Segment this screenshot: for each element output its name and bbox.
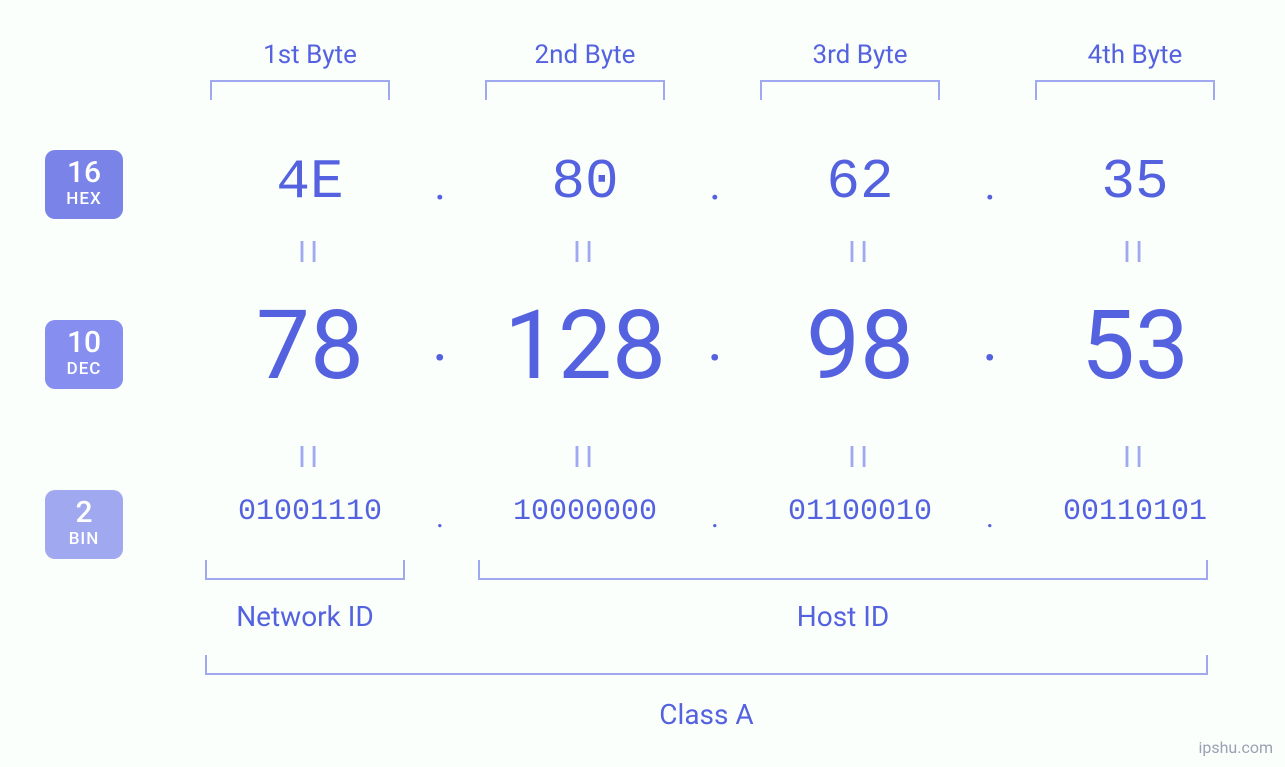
top-bracket-1	[210, 80, 390, 100]
top-bracket-3	[760, 80, 940, 100]
bin-val-4: 00110101	[1030, 495, 1240, 529]
byte-header-3: 3rd Byte	[755, 40, 965, 70]
host-id-label: Host ID	[478, 600, 1208, 633]
network-bracket	[205, 560, 405, 580]
hex-val-4: 35	[1030, 150, 1240, 214]
hex-val-1: 4E	[205, 150, 415, 214]
bin-sep-3: .	[970, 500, 1010, 535]
dec-val-3: 98	[755, 290, 965, 402]
dec-sep-3: .	[970, 304, 1010, 375]
ip-diagram: 1st Byte 2nd Byte 3rd Byte 4th Byte 16 H…	[0, 0, 1285, 767]
dec-sep-2: .	[695, 304, 735, 375]
class-label: Class A	[205, 698, 1208, 731]
dec-val-4: 53	[1030, 290, 1240, 402]
hex-sep-3: .	[970, 158, 1010, 210]
byte-header-4: 4th Byte	[1030, 40, 1240, 70]
bin-badge: 2 BIN	[45, 490, 123, 559]
bin-sep-2: .	[695, 500, 735, 535]
network-id-label: Network ID	[205, 600, 405, 633]
bin-val-1: 01001110	[205, 495, 415, 529]
byte-header-2: 2nd Byte	[480, 40, 690, 70]
byte-header-1: 1st Byte	[205, 40, 415, 70]
eq-2-4: II	[1030, 440, 1240, 475]
hex-badge-num: 16	[67, 156, 101, 189]
bin-sep-1: .	[420, 500, 460, 535]
bin-val-2: 10000000	[480, 495, 690, 529]
host-bracket	[478, 560, 1208, 580]
hex-val-2: 80	[480, 150, 690, 214]
eq-1-2: II	[480, 235, 690, 270]
eq-2-3: II	[755, 440, 965, 475]
eq-1-3: II	[755, 235, 965, 270]
class-bracket	[205, 655, 1208, 675]
dec-badge-label: DEC	[67, 359, 102, 379]
eq-1-4: II	[1030, 235, 1240, 270]
attribution: ipshu.com	[1198, 738, 1273, 757]
hex-sep-1: .	[420, 158, 460, 210]
dec-badge: 10 DEC	[45, 320, 123, 389]
eq-2-1: II	[205, 440, 415, 475]
hex-sep-2: .	[695, 158, 735, 210]
top-bracket-2	[485, 80, 665, 100]
eq-2-2: II	[480, 440, 690, 475]
dec-val-1: 78	[205, 290, 415, 402]
top-bracket-4	[1035, 80, 1215, 100]
bin-val-3: 01100010	[755, 495, 965, 529]
hex-val-3: 62	[755, 150, 965, 214]
hex-badge-label: HEX	[66, 189, 101, 209]
bin-badge-label: BIN	[69, 529, 100, 549]
dec-badge-num: 10	[67, 326, 101, 359]
dec-sep-1: .	[420, 304, 460, 375]
bin-badge-num: 2	[75, 496, 92, 529]
dec-val-2: 128	[480, 290, 690, 402]
hex-badge: 16 HEX	[45, 150, 123, 219]
eq-1-1: II	[205, 235, 415, 270]
